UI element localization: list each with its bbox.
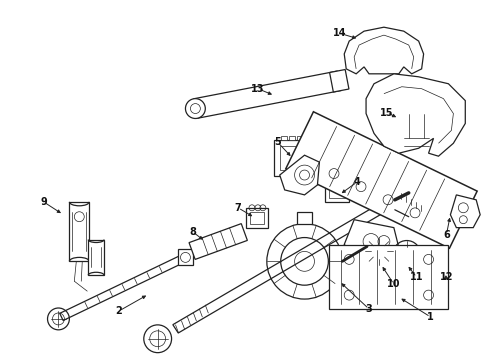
Text: 8: 8: [189, 226, 196, 237]
Text: 14: 14: [333, 28, 346, 38]
Text: 6: 6: [443, 230, 450, 239]
Polygon shape: [289, 136, 294, 140]
Polygon shape: [280, 155, 319, 195]
Text: 15: 15: [380, 108, 393, 117]
Text: 7: 7: [235, 203, 242, 213]
Polygon shape: [332, 178, 342, 182]
Polygon shape: [274, 140, 310, 176]
Polygon shape: [177, 249, 194, 265]
Polygon shape: [325, 182, 349, 202]
Polygon shape: [296, 136, 302, 140]
Polygon shape: [194, 71, 341, 118]
Polygon shape: [250, 212, 264, 224]
Polygon shape: [296, 212, 313, 224]
Polygon shape: [70, 202, 89, 261]
Text: 12: 12: [440, 272, 453, 282]
Text: 4: 4: [354, 177, 361, 187]
Polygon shape: [330, 69, 349, 92]
Circle shape: [185, 99, 205, 118]
Text: 10: 10: [387, 279, 401, 289]
Polygon shape: [60, 254, 187, 320]
Polygon shape: [450, 195, 480, 228]
Polygon shape: [246, 208, 268, 228]
Polygon shape: [344, 27, 424, 74]
Polygon shape: [329, 246, 448, 309]
Polygon shape: [344, 220, 399, 260]
Polygon shape: [366, 74, 465, 156]
Text: 13: 13: [251, 84, 265, 94]
Polygon shape: [173, 206, 382, 333]
Text: 1: 1: [427, 312, 434, 322]
Polygon shape: [88, 239, 104, 275]
Polygon shape: [303, 164, 316, 176]
Text: 2: 2: [116, 306, 122, 316]
Polygon shape: [189, 224, 247, 260]
Text: 11: 11: [410, 272, 423, 282]
Text: 5: 5: [274, 137, 281, 147]
Text: 3: 3: [366, 304, 372, 314]
Polygon shape: [286, 112, 477, 248]
Text: 9: 9: [40, 197, 47, 207]
Polygon shape: [281, 136, 287, 140]
